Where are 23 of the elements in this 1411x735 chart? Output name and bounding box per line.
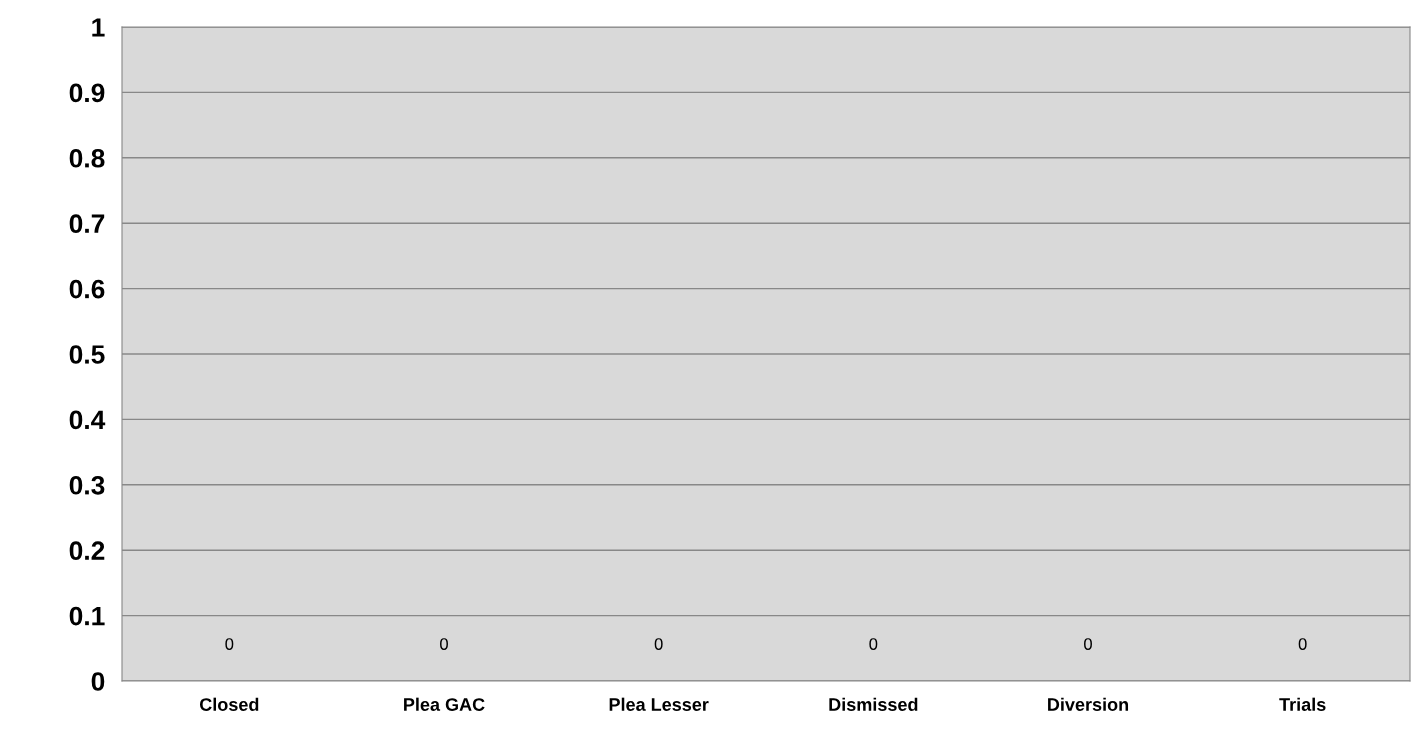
data-label: 0 — [1084, 638, 1092, 650]
y-tick-label: 0.1 — [69, 606, 105, 626]
y-tick-label: 0.7 — [69, 214, 105, 234]
y-tick-label: 0.2 — [69, 541, 105, 561]
y-tick-label: 0.3 — [69, 475, 105, 495]
x-tick-label: Closed — [199, 697, 259, 711]
y-tick-label: 1 — [92, 18, 105, 37]
y-tick-label: 0.5 — [69, 345, 105, 364]
x-tick-label: Trials — [1279, 697, 1326, 711]
x-tick-label: Dismissed — [829, 697, 918, 711]
y-tick-label: 0.4 — [69, 410, 106, 430]
y-tick-label: 0.8 — [69, 148, 105, 168]
y-tick-label: 0.9 — [69, 83, 105, 103]
y-tick-label: 0 — [91, 672, 105, 691]
data-label: 0 — [440, 638, 448, 650]
data-label: 0 — [869, 638, 878, 650]
data-label: 0 — [225, 638, 234, 650]
x-tick-label: Diversion — [1048, 697, 1129, 711]
y-tick-label: 0.6 — [69, 279, 105, 299]
x-tick-label: Plea GAC — [404, 697, 485, 711]
data-label: 0 — [1298, 638, 1307, 650]
x-tick-label: Plea Lesser — [609, 697, 709, 711]
data-label: 0 — [654, 638, 663, 650]
